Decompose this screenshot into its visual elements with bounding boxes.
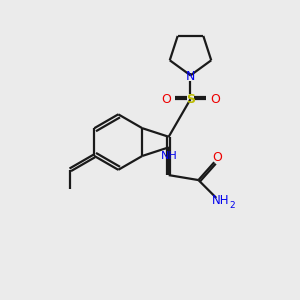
Text: N: N (186, 70, 195, 83)
Text: O: O (212, 151, 222, 164)
Text: O: O (210, 93, 220, 106)
Text: 2: 2 (229, 201, 235, 210)
Text: O: O (161, 93, 171, 106)
Text: NH: NH (212, 194, 229, 207)
Text: NH: NH (161, 151, 178, 161)
Text: S: S (186, 93, 195, 106)
